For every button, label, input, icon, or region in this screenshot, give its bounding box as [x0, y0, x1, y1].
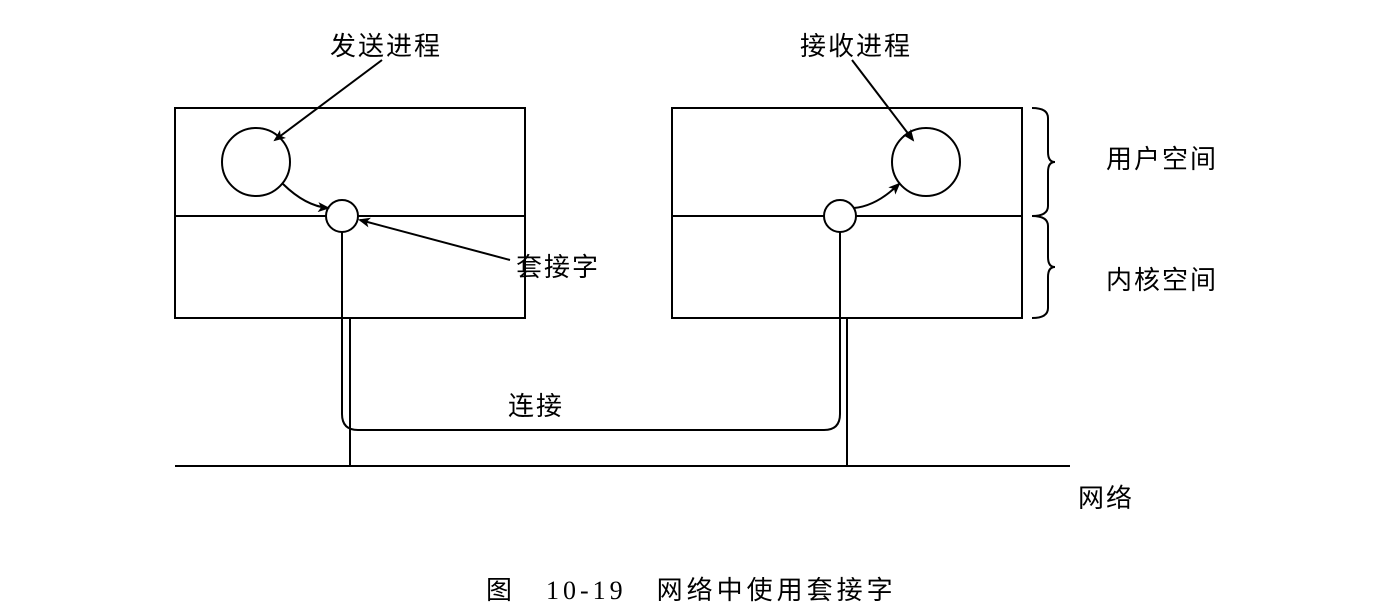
- figure-caption: 图 10-19 网络中使用套接字: [486, 570, 897, 607]
- label-send-process: 发送进程: [330, 26, 442, 63]
- label-kernel-space: 内核空间: [1106, 260, 1218, 297]
- label-socket: 套接字: [516, 247, 600, 284]
- diagram-svg: [0, 0, 1382, 616]
- label-network: 网络: [1078, 478, 1134, 515]
- label-recv-process: 接收进程: [800, 26, 912, 63]
- label-connection: 连接: [508, 386, 564, 423]
- diagram-canvas: 发送进程 接收进程 套接字 用户空间 内核空间 连接 网络 图 10-19 网络…: [0, 0, 1382, 616]
- label-user-space: 用户空间: [1106, 139, 1218, 176]
